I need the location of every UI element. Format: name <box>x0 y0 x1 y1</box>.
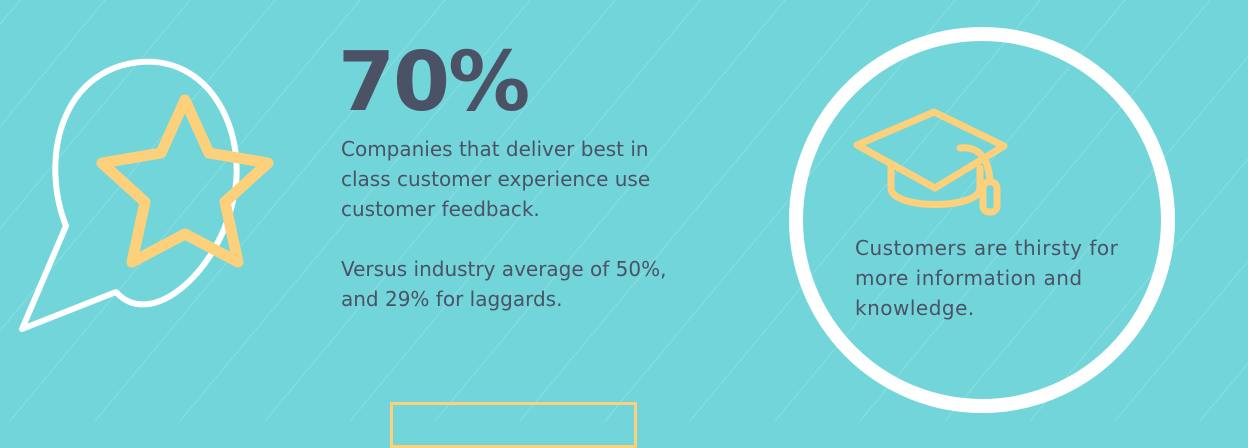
stripe-line <box>859 0 1211 421</box>
stripe-line <box>519 0 871 421</box>
star-icon <box>96 94 274 268</box>
graduation-cap-icon <box>853 108 1008 216</box>
stripe-line <box>179 0 531 421</box>
stripe-line <box>944 55 1248 421</box>
stat-comparison: Versus industry average of 50%, and 29% … <box>341 257 667 311</box>
stat-percentage: 70% <box>338 35 530 130</box>
stripe-line <box>434 0 786 421</box>
info-description: Customers are thirsty for more informati… <box>855 236 1119 320</box>
stripe-line <box>9 0 361 421</box>
stripe-line <box>0 0 106 128</box>
white-circle-outline <box>789 27 1175 413</box>
stripe-line <box>349 0 701 421</box>
stat-description: Companies that deliver best in class cus… <box>341 137 651 221</box>
stripe-line <box>1114 260 1248 421</box>
yellow-box <box>390 402 637 448</box>
speech-bubble-icon <box>19 58 240 332</box>
stripe-line <box>1199 362 1248 421</box>
circle-graphic <box>789 27 1175 413</box>
stripe-line <box>264 0 616 421</box>
stripe-line <box>94 0 446 421</box>
stripe-line <box>1029 158 1248 421</box>
speech-bubble-star-icon <box>19 58 274 332</box>
stripe-line <box>0 0 191 230</box>
stripe-line <box>0 0 21 25</box>
